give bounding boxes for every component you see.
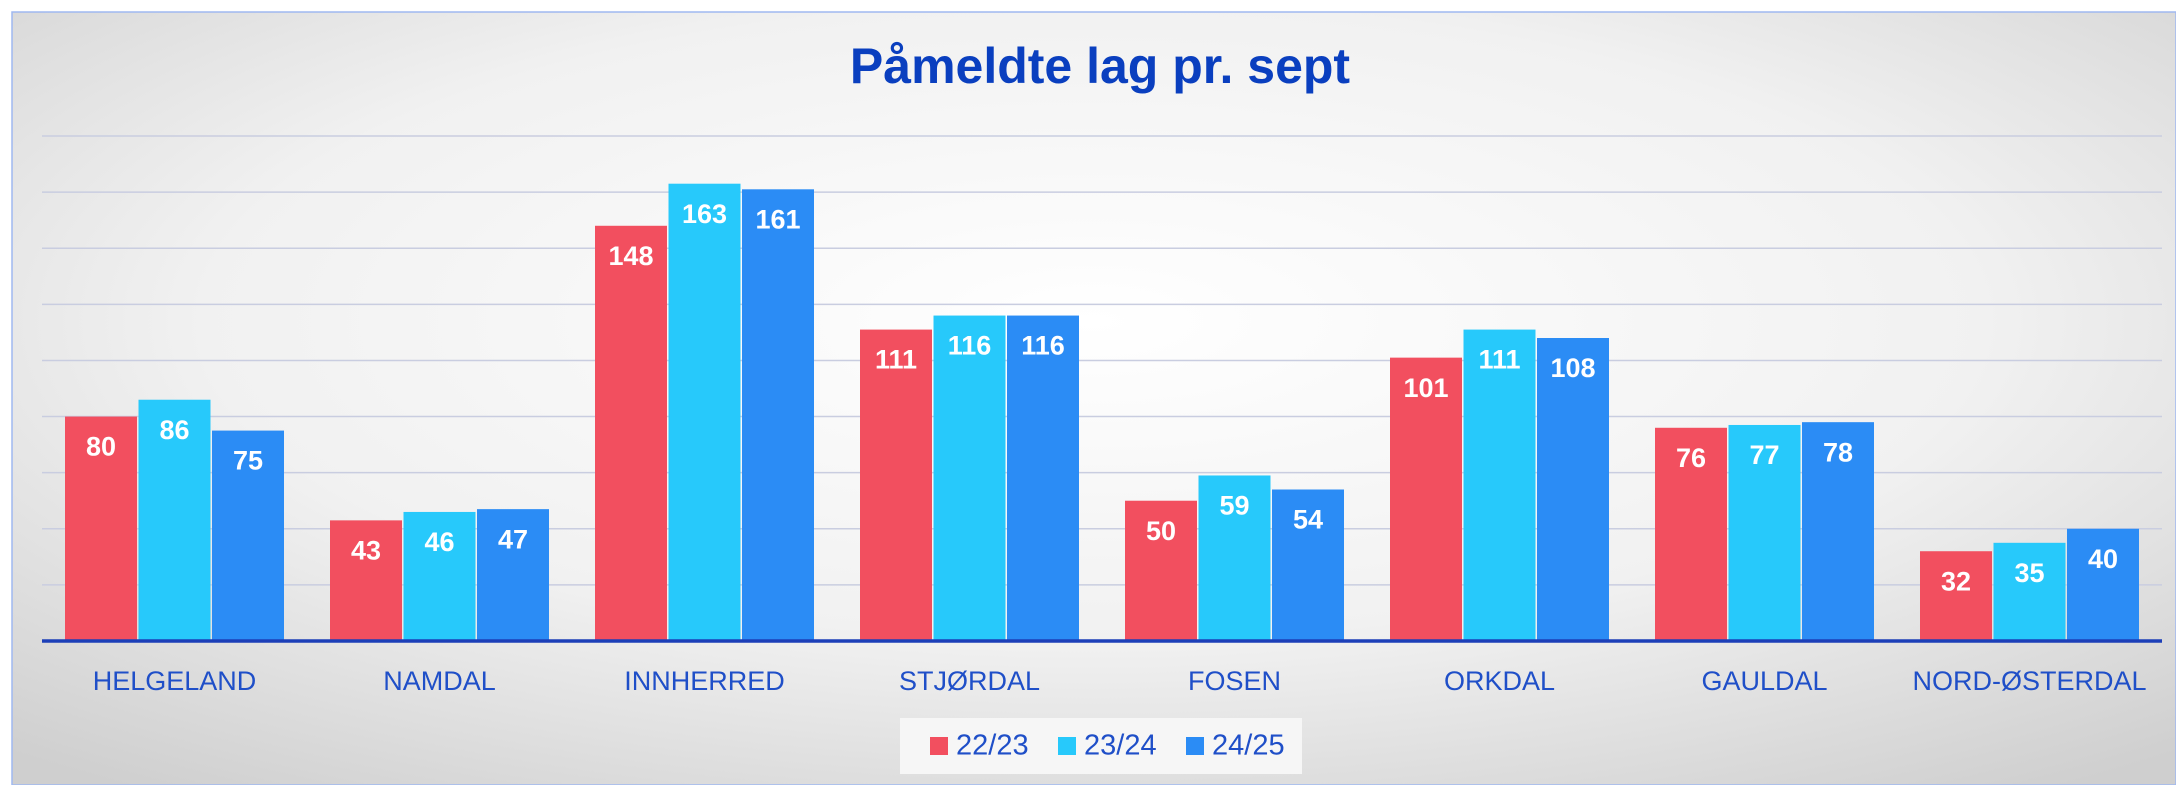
legend-swatch: [930, 737, 948, 755]
bar: [65, 416, 137, 641]
bar: [212, 430, 284, 641]
bar: [742, 189, 814, 642]
legend-label: 23/24: [1084, 730, 1157, 762]
x-tick-label: INNHERRED: [624, 666, 785, 696]
data-label: 116: [948, 331, 992, 361]
data-label: 86: [159, 415, 189, 445]
bar: [1728, 424, 1801, 641]
data-label: 80: [86, 432, 116, 462]
x-tick-label: ORKDAL: [1444, 666, 1555, 696]
legend-label: 24/25: [1212, 730, 1285, 762]
bar: [860, 329, 932, 641]
data-label: 111: [875, 345, 917, 375]
bar: [138, 399, 211, 641]
bar: [1007, 315, 1079, 641]
x-tick-label: NAMDAL: [383, 666, 496, 696]
data-label: 148: [608, 241, 653, 271]
legend-swatch: [1058, 737, 1076, 755]
bar: [1537, 338, 1609, 641]
data-label: 43: [351, 535, 381, 565]
bar: [1802, 422, 1874, 641]
x-tick-label: STJØRDAL: [899, 666, 1040, 696]
data-label: 32: [1941, 566, 1971, 596]
bar: [595, 225, 667, 641]
data-label: 75: [233, 446, 263, 476]
data-label: 101: [1403, 373, 1448, 403]
data-label: 78: [1823, 437, 1853, 467]
legend-box: [900, 718, 1302, 774]
bar: [1198, 475, 1271, 641]
data-label: 76: [1676, 443, 1706, 473]
x-tick-label: FOSEN: [1188, 666, 1281, 696]
bar: [2067, 528, 2139, 641]
data-label: 47: [498, 524, 528, 554]
bar: [1655, 427, 1727, 641]
bar: [1993, 542, 2066, 641]
data-label: 108: [1550, 353, 1595, 383]
data-label: 77: [1749, 440, 1779, 470]
data-label: 46: [424, 527, 454, 557]
bar: [477, 509, 549, 641]
legend-label: 22/23: [956, 730, 1029, 762]
bar: [403, 511, 476, 641]
bar: [1920, 551, 1992, 641]
data-label: 59: [1219, 491, 1249, 521]
bar: [1463, 329, 1536, 641]
x-tick-label: GAULDAL: [1701, 666, 1827, 696]
bar: [668, 183, 741, 641]
data-label: 50: [1146, 516, 1176, 546]
data-label: 163: [682, 199, 727, 229]
bar: [1390, 357, 1462, 641]
bar: [1125, 500, 1197, 641]
chart-background: [11, 11, 2176, 785]
data-label: 35: [2014, 558, 2044, 588]
data-label: 116: [1021, 331, 1065, 361]
bar: [1272, 489, 1344, 641]
legend-swatch: [1186, 737, 1204, 755]
bar: [330, 520, 402, 641]
data-label: 40: [2088, 544, 2118, 574]
chart-title: Påmeldte lag pr. sept: [850, 38, 1351, 94]
data-label: 161: [755, 204, 800, 234]
x-tick-label: NORD-ØSTERDAL: [1912, 666, 2146, 696]
bar: [933, 315, 1006, 641]
data-label: 111: [1478, 345, 1520, 375]
x-tick-label: HELGELAND: [93, 666, 257, 696]
data-label: 54: [1293, 505, 1323, 535]
